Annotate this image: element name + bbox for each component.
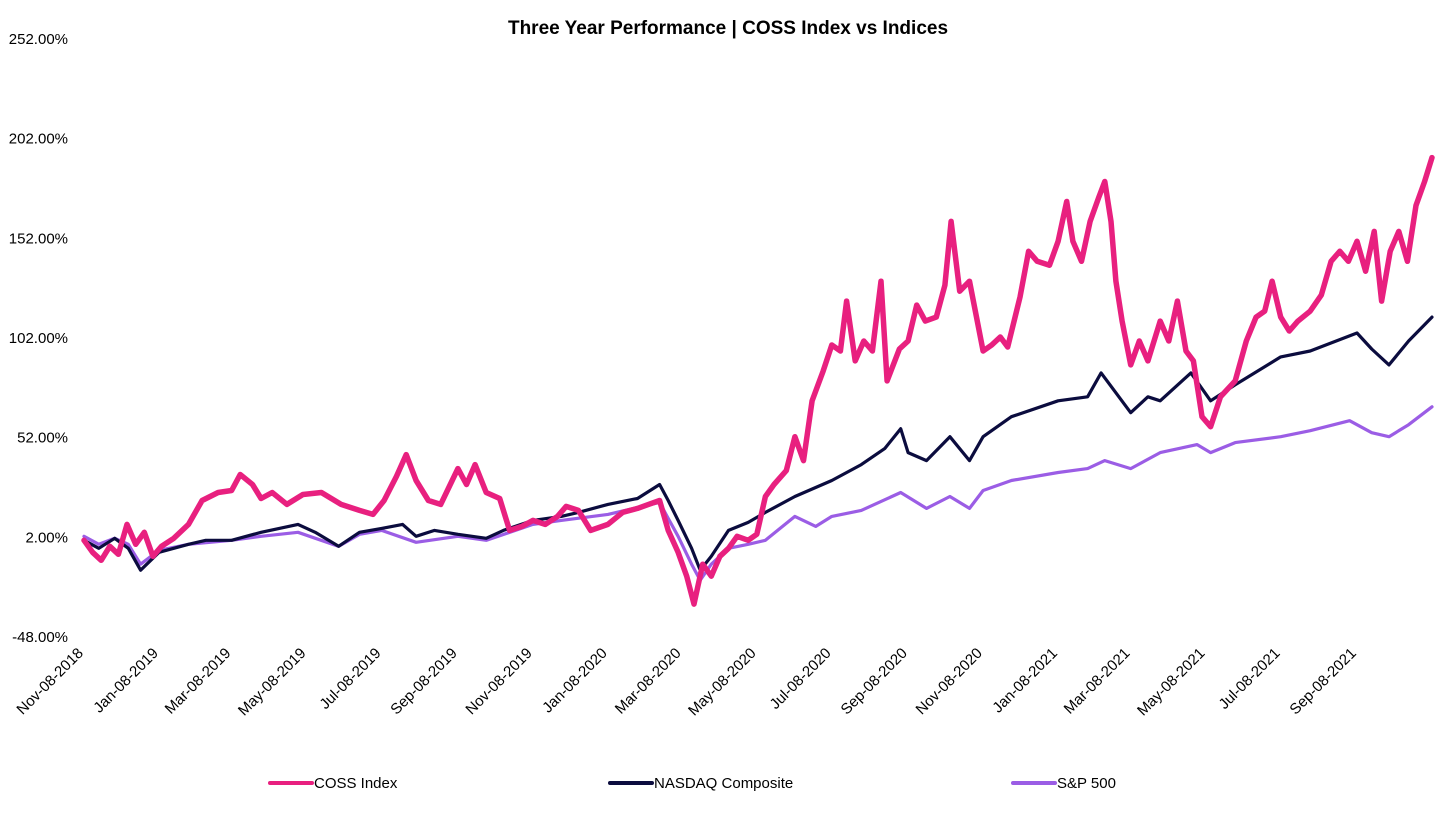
x-tick-label: Jan-08-2020 xyxy=(539,645,611,717)
series-line-coss-index xyxy=(81,154,1435,607)
x-tick-label: Jan-08-2021 xyxy=(989,645,1061,717)
series-line-nasdaq-composite xyxy=(82,315,1434,572)
y-tick-label: 202.00% xyxy=(9,131,68,148)
y-tick-label: 152.00% xyxy=(9,230,68,247)
y-axis-ticks: 252.00% 202.00% 152.00% 102.00% 52.00% 2.00% -… xyxy=(9,31,68,646)
x-tick-label: Mar-08-2019 xyxy=(162,645,235,718)
x-tick-label: Jul-08-2021 xyxy=(1216,645,1284,713)
y-tick-label: 252.00% xyxy=(9,31,68,48)
x-tick-label: May-08-2019 xyxy=(235,645,310,720)
x-tick-label: Nov-08-2018 xyxy=(13,645,86,718)
x-tick-label: May-08-2021 xyxy=(1134,645,1209,720)
series-line-s-p-500 xyxy=(82,405,1434,582)
x-tick-label: Jan-08-2019 xyxy=(90,645,162,717)
legend-label-s-p-500: S&P 500 xyxy=(1057,775,1116,792)
x-tick-label: Sep-08-2021 xyxy=(1286,645,1359,718)
x-tick-label: Nov-08-2019 xyxy=(462,645,535,718)
x-tick-label: Sep-08-2019 xyxy=(387,645,460,718)
y-tick-label: -48.00% xyxy=(12,629,68,646)
chart-title: Three Year Performance | COSS Index vs I… xyxy=(508,18,948,39)
x-tick-label: Mar-08-2020 xyxy=(612,645,685,718)
x-tick-label: Mar-08-2021 xyxy=(1061,645,1134,718)
legend: COSS Index NASDAQ Composite S&P 500 xyxy=(268,775,1116,792)
x-tick-label: Nov-08-2020 xyxy=(913,645,986,718)
legend-label-coss-index: COSS Index xyxy=(314,775,398,792)
legend-label-nasdaq-composite: NASDAQ Composite xyxy=(654,775,793,792)
x-tick-label: Jul-08-2020 xyxy=(767,645,835,713)
x-tick-label: Jul-08-2019 xyxy=(316,645,384,713)
y-tick-label: 2.00% xyxy=(25,529,68,546)
series-layer xyxy=(81,154,1435,607)
y-tick-label: 52.00% xyxy=(17,430,68,447)
y-tick-label: 102.00% xyxy=(9,330,68,347)
x-tick-label: Sep-08-2020 xyxy=(838,645,911,718)
x-axis-ticks: Nov-08-2018 Jan-08-2019 Mar-08-2019 May-08-… xyxy=(13,645,1359,720)
x-tick-label: May-08-2020 xyxy=(685,645,760,720)
